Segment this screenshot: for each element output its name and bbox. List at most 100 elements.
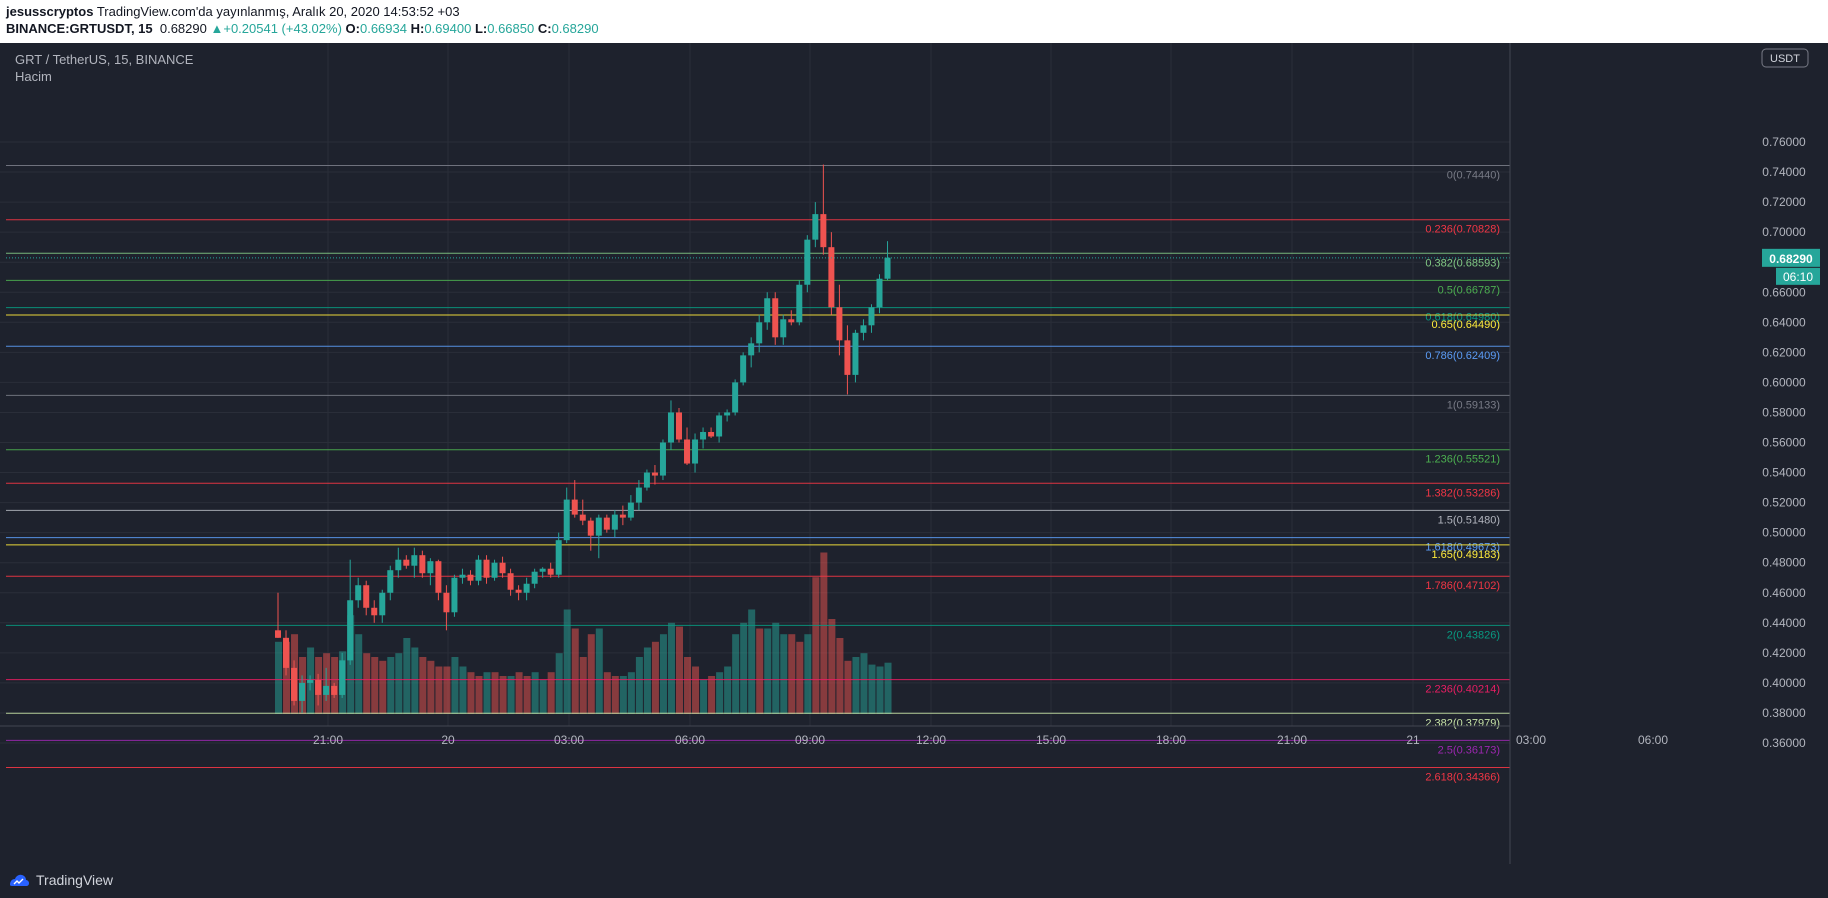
- candle-body: [491, 562, 498, 578]
- chart-area[interactable]: 0(0.74440) 0.236(0.70828) 0.382(0.68593) 0.…: [0, 43, 1828, 864]
- volume-bar: [467, 672, 475, 714]
- volume-bar: [860, 653, 868, 714]
- candle-body: [595, 517, 602, 536]
- volume-bar: [828, 619, 836, 714]
- candle-body: [371, 607, 378, 616]
- candle-body: [355, 585, 362, 601]
- volume-bar: [475, 676, 483, 714]
- y-tick-label: 0.64000: [1762, 315, 1806, 329]
- x-tick-label: 12:00: [916, 733, 946, 747]
- volume-bar: [772, 622, 780, 714]
- publish-details: TradingView.com'da yayınlanmış, Aralık 2…: [96, 4, 460, 19]
- volume-bar: [667, 622, 675, 714]
- volume-bar: [587, 634, 595, 714]
- volume-bar: [812, 577, 820, 714]
- candle-body: [291, 667, 298, 701]
- volume-bar: [643, 647, 651, 714]
- x-tick-label: 21:00: [1277, 733, 1307, 747]
- y-tick-label: 0.74000: [1762, 165, 1806, 179]
- fib-level-label: 1.65(0.49183): [1432, 549, 1501, 561]
- candle-body: [411, 555, 418, 566]
- volume-bar: [555, 653, 563, 714]
- volume-bar: [852, 657, 860, 714]
- y-tick-label: 0.36000: [1762, 736, 1806, 750]
- y-tick-label: 0.56000: [1762, 436, 1806, 450]
- x-tick-label: 09:00: [795, 733, 825, 747]
- countdown-tag: [1776, 267, 1820, 285]
- volume-bar: [371, 657, 379, 714]
- volume-bar: [491, 672, 499, 714]
- candle-body: [347, 600, 354, 661]
- volume-bar: [788, 634, 796, 714]
- candle-body: [667, 412, 674, 443]
- high-label: H:: [410, 21, 425, 36]
- y-tick-label: 0.40000: [1762, 676, 1806, 690]
- candle-body: [627, 502, 634, 518]
- volume-bar: [387, 657, 395, 714]
- candle-body: [531, 571, 538, 584]
- volume-bar: [579, 657, 587, 714]
- candle-body: [804, 239, 811, 285]
- candle-body: [716, 415, 723, 437]
- volume-bar: [443, 666, 451, 714]
- candle-body: [459, 574, 466, 578]
- fib-level-label: 0(0.74440): [1447, 169, 1500, 181]
- tradingview-cloud-icon: [10, 874, 29, 886]
- candle-body: [796, 284, 803, 323]
- y-tick-label: 0.52000: [1762, 496, 1806, 510]
- volume-bar: [684, 657, 692, 714]
- candle-body: [587, 520, 594, 536]
- candle-body: [828, 247, 835, 308]
- volume-bar: [876, 666, 884, 714]
- open-label: O:: [345, 21, 360, 36]
- y-tick-label: 0.50000: [1762, 526, 1806, 540]
- candle-body: [884, 257, 891, 279]
- candle-body: [419, 555, 426, 574]
- open-value: 0.66934: [359, 21, 407, 36]
- volume-bar: [411, 647, 419, 714]
- volume-bar: [459, 666, 467, 714]
- candle-body: [523, 583, 530, 593]
- y-tick-label: 0.72000: [1762, 195, 1806, 209]
- volume-bar: [451, 657, 459, 714]
- footer-bar: TradingView: [0, 864, 1828, 898]
- tradingview-brand: TradingView: [36, 872, 114, 888]
- volume-bar: [756, 628, 764, 714]
- candle-body: [748, 343, 755, 356]
- candle-body: [275, 630, 281, 638]
- y-tick-label: 0.76000: [1762, 135, 1806, 149]
- fib-level-label: 1.382(0.53286): [1425, 487, 1500, 499]
- y-tick-label: 0.38000: [1762, 706, 1806, 720]
- volume-bar: [796, 641, 804, 714]
- volume-bar: [395, 653, 403, 714]
- candle-body: [451, 577, 458, 613]
- candle-body: [780, 319, 787, 338]
- candle-body: [435, 561, 442, 593]
- candle-body: [315, 679, 322, 695]
- chart-legend: GRT / TetherUS, 15, BINANCE Hacim: [15, 51, 193, 85]
- volume-bar: [635, 657, 643, 714]
- candle-body: [756, 322, 763, 344]
- volume-bar: [651, 641, 659, 714]
- candle-body: [443, 592, 450, 613]
- low-value: 0.66850: [487, 21, 535, 36]
- author-name[interactable]: jesusscryptos: [6, 4, 94, 19]
- candle-body: [379, 592, 386, 616]
- candle-body: [732, 382, 739, 413]
- price-chart[interactable]: 0(0.74440) 0.236(0.70828) 0.382(0.68593) 0.…: [0, 43, 1828, 864]
- low-label: L:: [474, 21, 488, 36]
- fib-level-label: 1(0.59133): [1447, 399, 1500, 411]
- candle-body: [283, 637, 290, 668]
- y-tick-label: 0.54000: [1762, 466, 1806, 480]
- volume-bar: [700, 679, 708, 714]
- volume-bar: [676, 626, 683, 714]
- volume-bar: [716, 672, 724, 714]
- volume-bar: [547, 672, 555, 714]
- fib-level-label: 1.786(0.47102): [1425, 580, 1500, 592]
- volume-bar: [627, 672, 635, 714]
- symbol-ohlc-row: BINANCE:GRTUSDT, 15 0.68290 ▲+0.20541 (+…: [6, 21, 599, 36]
- candle-body: [740, 355, 747, 383]
- volume-bar: [844, 660, 852, 714]
- candle-body: [764, 298, 771, 323]
- tradingview-logo[interactable]: TradingView: [8, 872, 113, 888]
